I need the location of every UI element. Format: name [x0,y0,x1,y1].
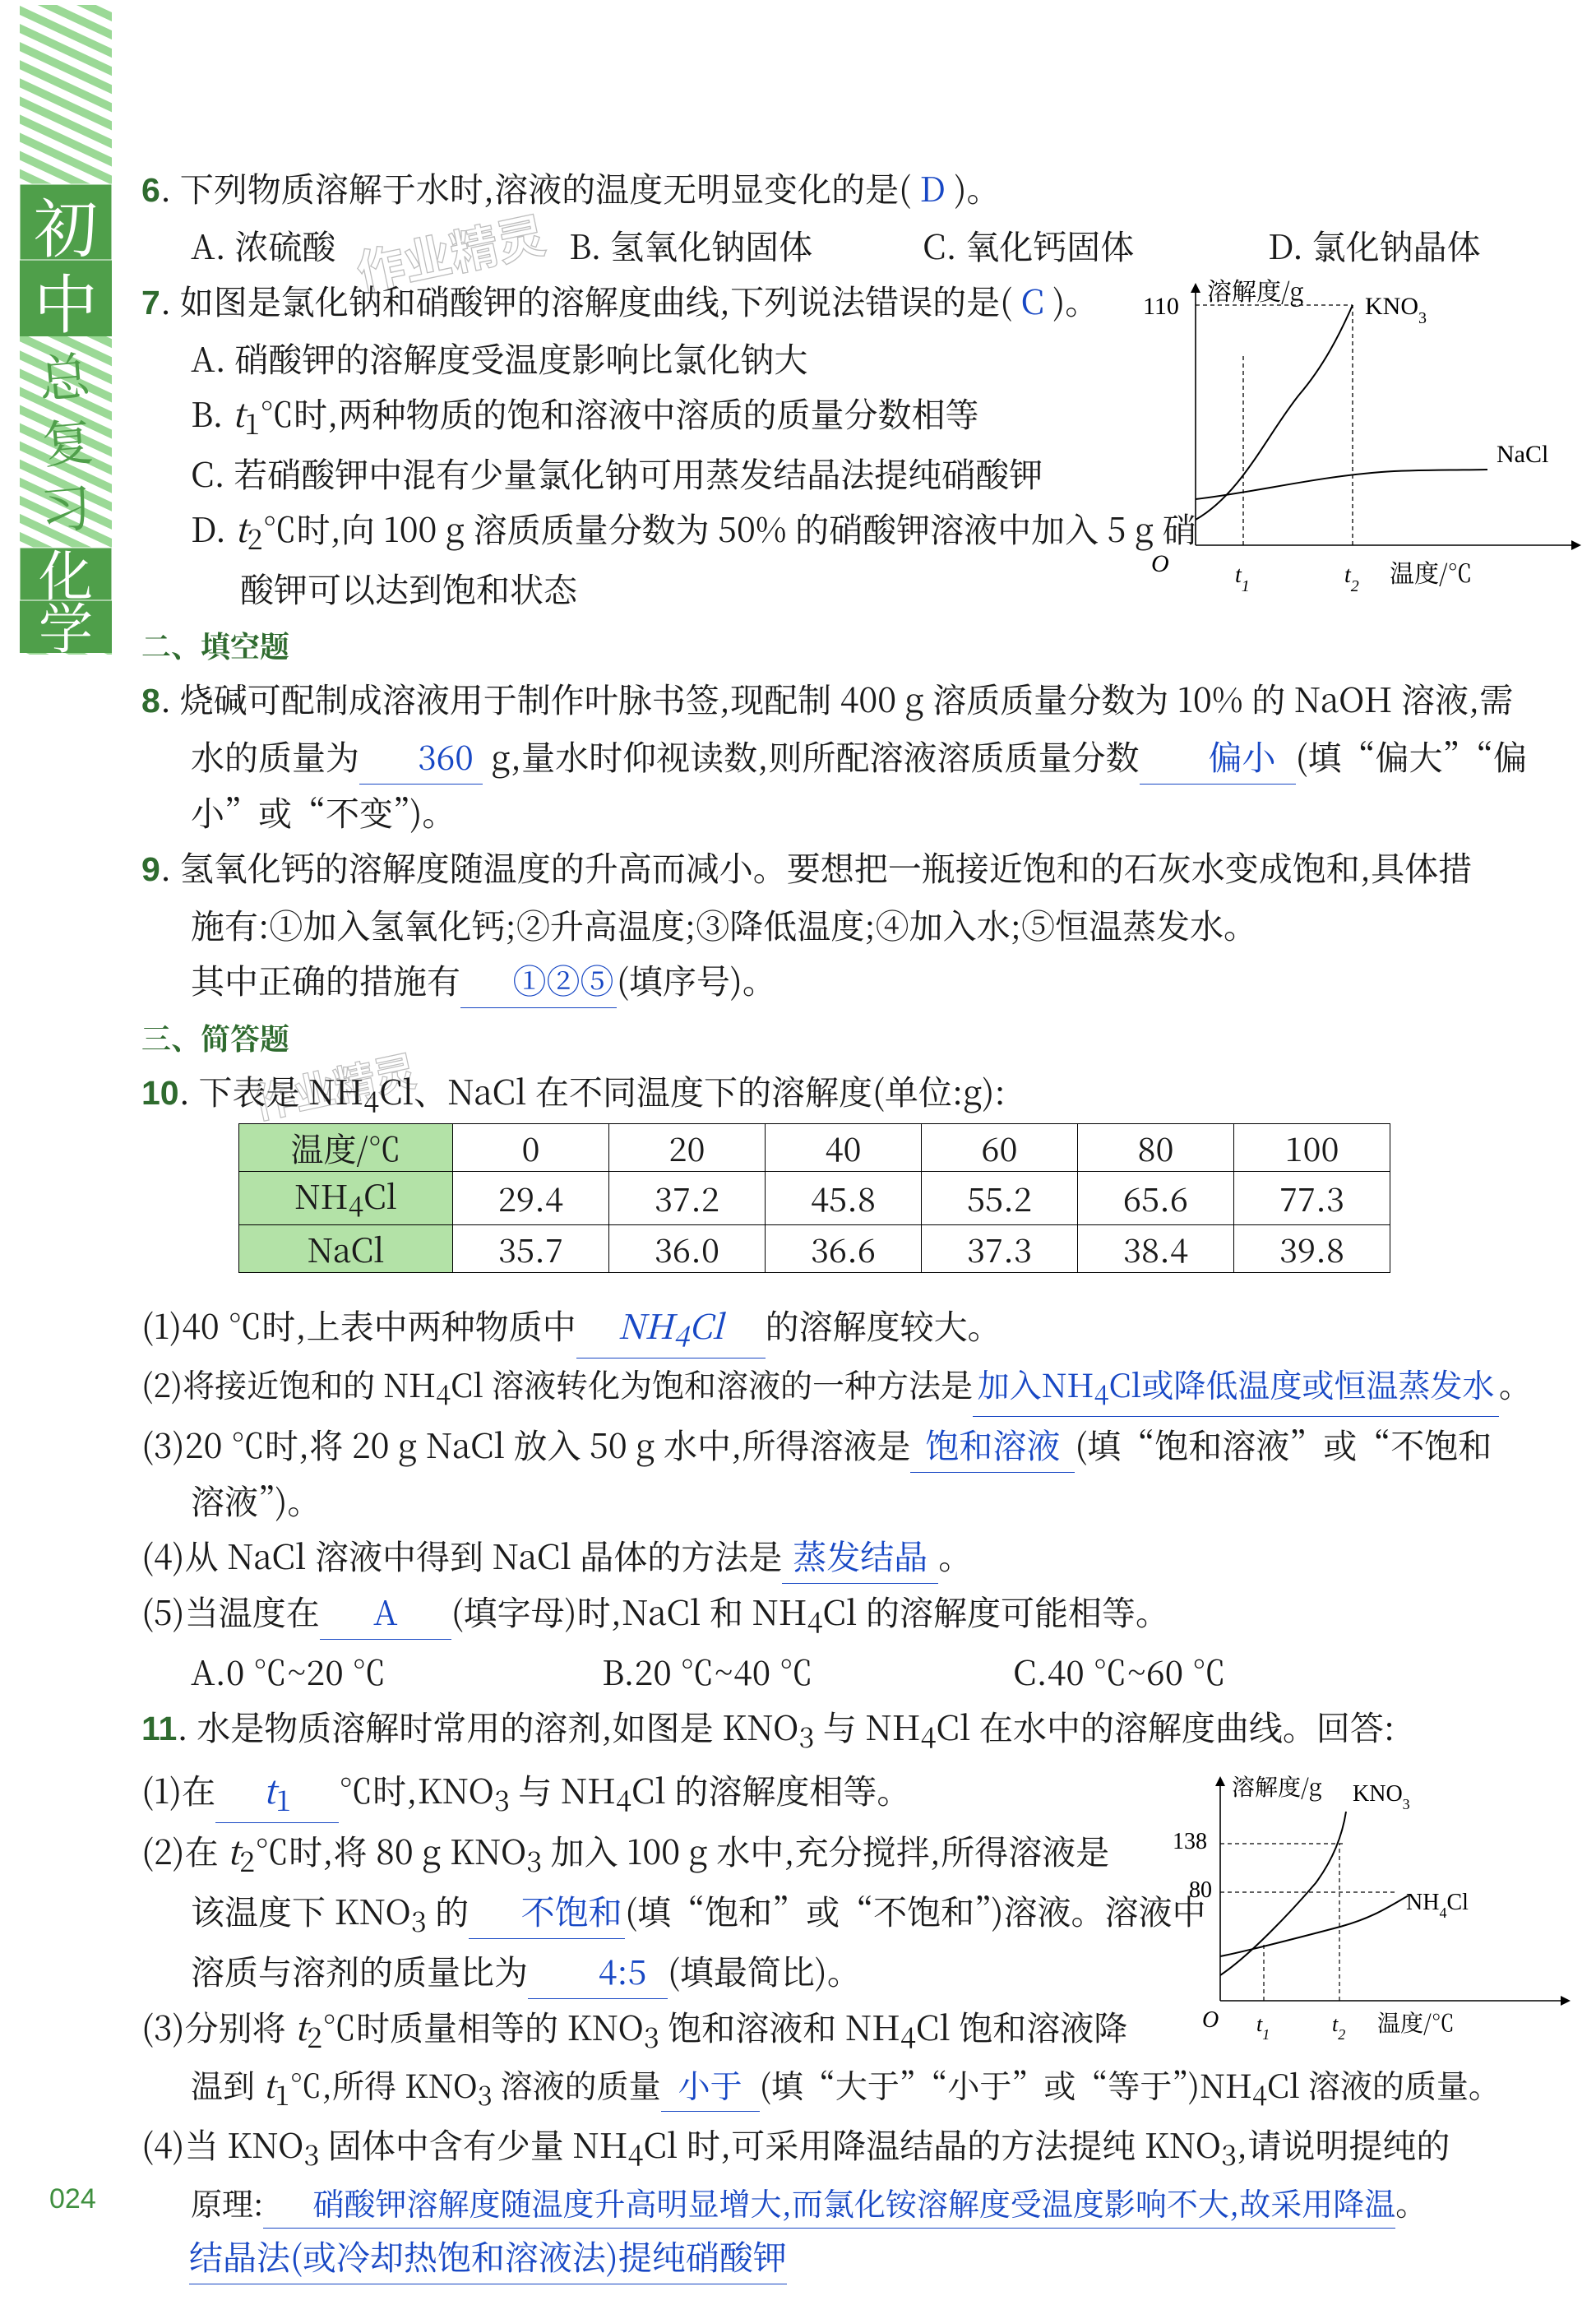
svg-text:中: 中 [34,254,98,346]
svg-text:温度/℃: 温度/℃ [1377,2006,1455,2039]
svg-text:溶解度/g: 溶解度/g [1232,1770,1322,1803]
svg-text:NH4Cl: NH4Cl [1406,1890,1469,1921]
svg-text:O: O [1202,2007,1219,2033]
svg-text:学: 学 [39,586,93,655]
svg-text:138: 138 [1173,1829,1207,1854]
svg-text:t2: t2 [1332,2012,1345,2043]
svg-text:80: 80 [1189,1877,1212,1903]
svg-text:KNO3: KNO3 [1353,1781,1410,1812]
svg-text:t1: t1 [1256,2012,1270,2043]
